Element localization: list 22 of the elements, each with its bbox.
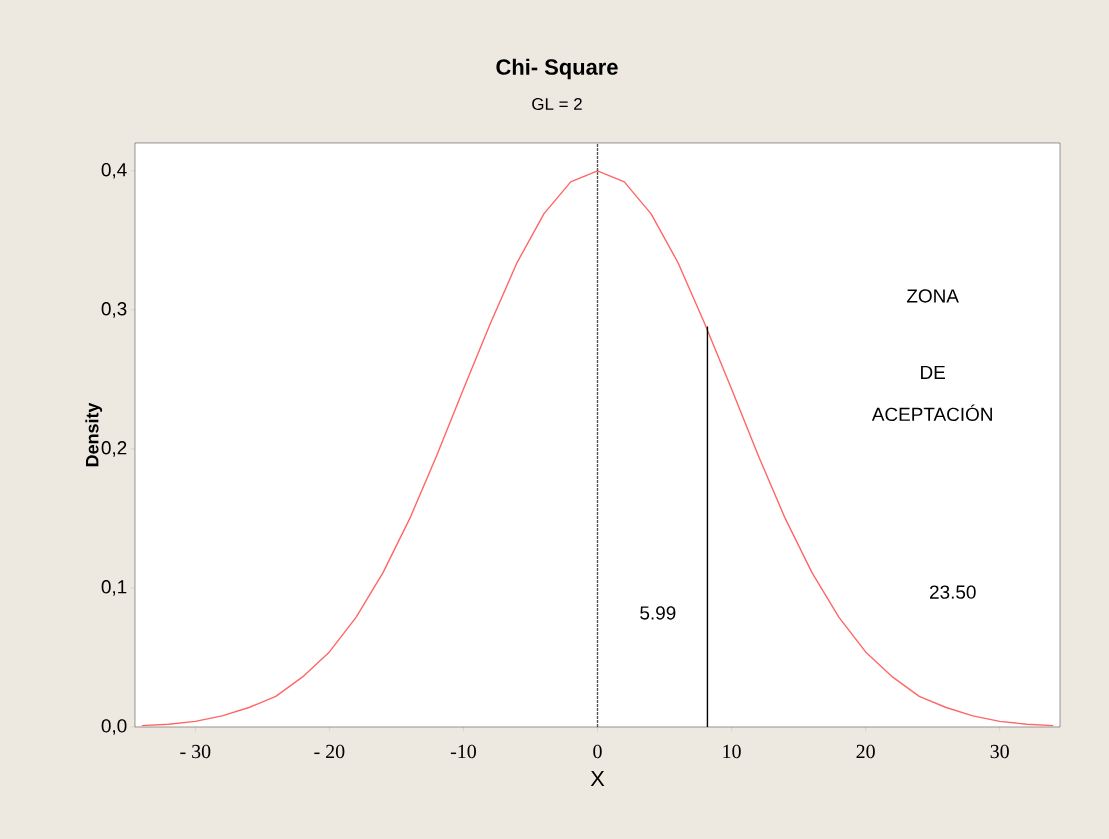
y-tick-label: 0,0 [101,719,127,735]
annotation: ACEPTACIÓN [871,404,992,422]
annotation: DE [921,365,945,379]
line-series [141,170,1054,727]
y-axis-title: Density [85,402,103,467]
x-tick-label: 30 [990,744,1009,759]
x-axis-title: X [590,771,605,787]
y-tick-label: 0,3 [101,302,127,318]
annotation: 23.50 [930,585,976,599]
annotation: ZONA [906,289,959,303]
chart-title: Chi- Square [496,58,618,80]
x-tick-label: - 30 [180,744,211,759]
x-tick-label: - 20 [314,744,345,759]
annotation: 5.99 [640,606,676,620]
x-tick-label: 10 [723,744,741,759]
y-tick-label: 0,2 [101,441,127,457]
y-tick-label: 0,4 [101,162,127,179]
x-tick-label: 0 [593,744,602,759]
x-tick-label: 20 [856,744,875,759]
chart-subtitle: GL = 2 [532,97,582,110]
y-tick-label: 0,1 [101,580,127,596]
x-tick-label: -10 [450,744,476,759]
